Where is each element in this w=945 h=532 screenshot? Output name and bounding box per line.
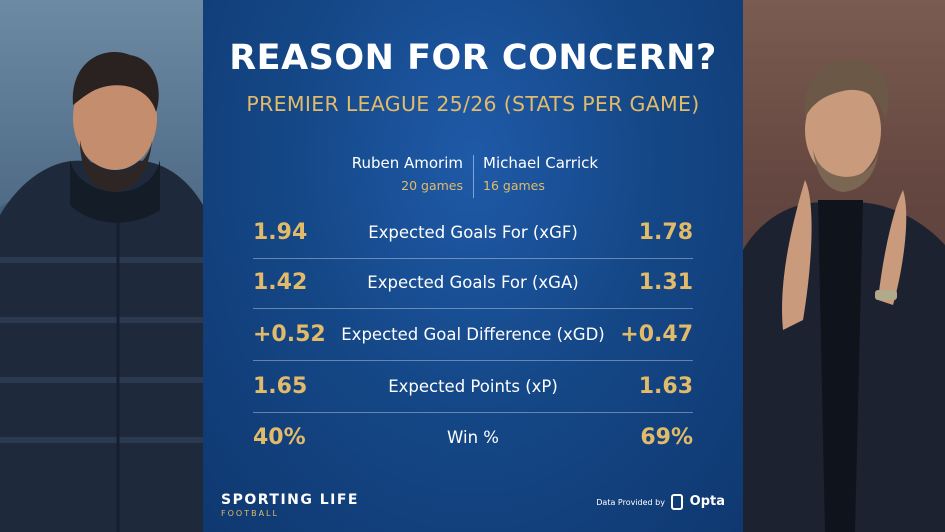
stat-left-value: 1.94 xyxy=(253,220,308,245)
coach-right-name: Michael Carrick xyxy=(483,154,599,172)
opta-logo-icon xyxy=(671,494,683,510)
row-divider xyxy=(253,412,693,413)
stat-right-value: 69% xyxy=(640,425,693,450)
coach-left-name: Ruben Amorim xyxy=(351,154,463,172)
stat-left-value: 40% xyxy=(253,425,306,450)
row-divider xyxy=(253,308,693,309)
stats-panel: REASON FOR CONCERN? PREMIER LEAGUE 25/26… xyxy=(203,0,743,532)
coach-divider xyxy=(473,155,474,198)
stat-left-value: +0.52 xyxy=(253,322,326,347)
stat-row-win-pct: 40% Win % 69% xyxy=(253,413,693,463)
stat-row-xgd: +0.52 Expected Goal Difference (xGD) +0.… xyxy=(253,310,693,361)
stat-right-value: 1.63 xyxy=(638,374,693,399)
data-provider-text: Data Provided by xyxy=(596,498,665,507)
coach-right-illustration xyxy=(743,0,945,532)
page-title: REASON FOR CONCERN? xyxy=(229,38,717,78)
stat-right-value: 1.78 xyxy=(638,220,693,245)
stat-label: Expected Points (xP) xyxy=(388,377,558,396)
coach-left-games: 20 games xyxy=(401,178,463,193)
opta-logo-text: Opta xyxy=(689,494,725,509)
coach-right-games: 16 games xyxy=(483,178,545,193)
stat-left-value: 1.65 xyxy=(253,374,308,399)
stat-right-value: +0.47 xyxy=(620,322,693,347)
stat-label: Win % xyxy=(447,428,499,447)
stat-row-xp: 1.65 Expected Points (xP) 1.63 xyxy=(253,362,693,413)
stat-row-xgf: 1.94 Expected Goals For (xGF) 1.78 xyxy=(253,208,693,259)
row-divider xyxy=(253,258,693,259)
page-subtitle: PREMIER LEAGUE 25/26 (STATS PER GAME) xyxy=(246,92,700,116)
stat-label: Expected Goal Difference (xGD) xyxy=(341,325,605,344)
photo-michael-carrick xyxy=(743,0,945,532)
row-divider xyxy=(253,360,693,361)
photo-ruben-amorim xyxy=(0,0,203,532)
stat-right-value: 1.31 xyxy=(638,270,693,295)
stat-label: Expected Goals For (xGF) xyxy=(368,223,578,242)
brand-logo-text: SPORTING LIFE xyxy=(221,492,359,508)
stat-row-xga: 1.42 Expected Goals For (xGA) 1.31 xyxy=(253,258,693,309)
stat-label: Expected Goals For (xGA) xyxy=(367,273,579,292)
brand-logo-subtext: FOOTBALL xyxy=(221,509,279,518)
coach-left-illustration xyxy=(0,52,203,532)
stat-left-value: 1.42 xyxy=(253,270,308,295)
